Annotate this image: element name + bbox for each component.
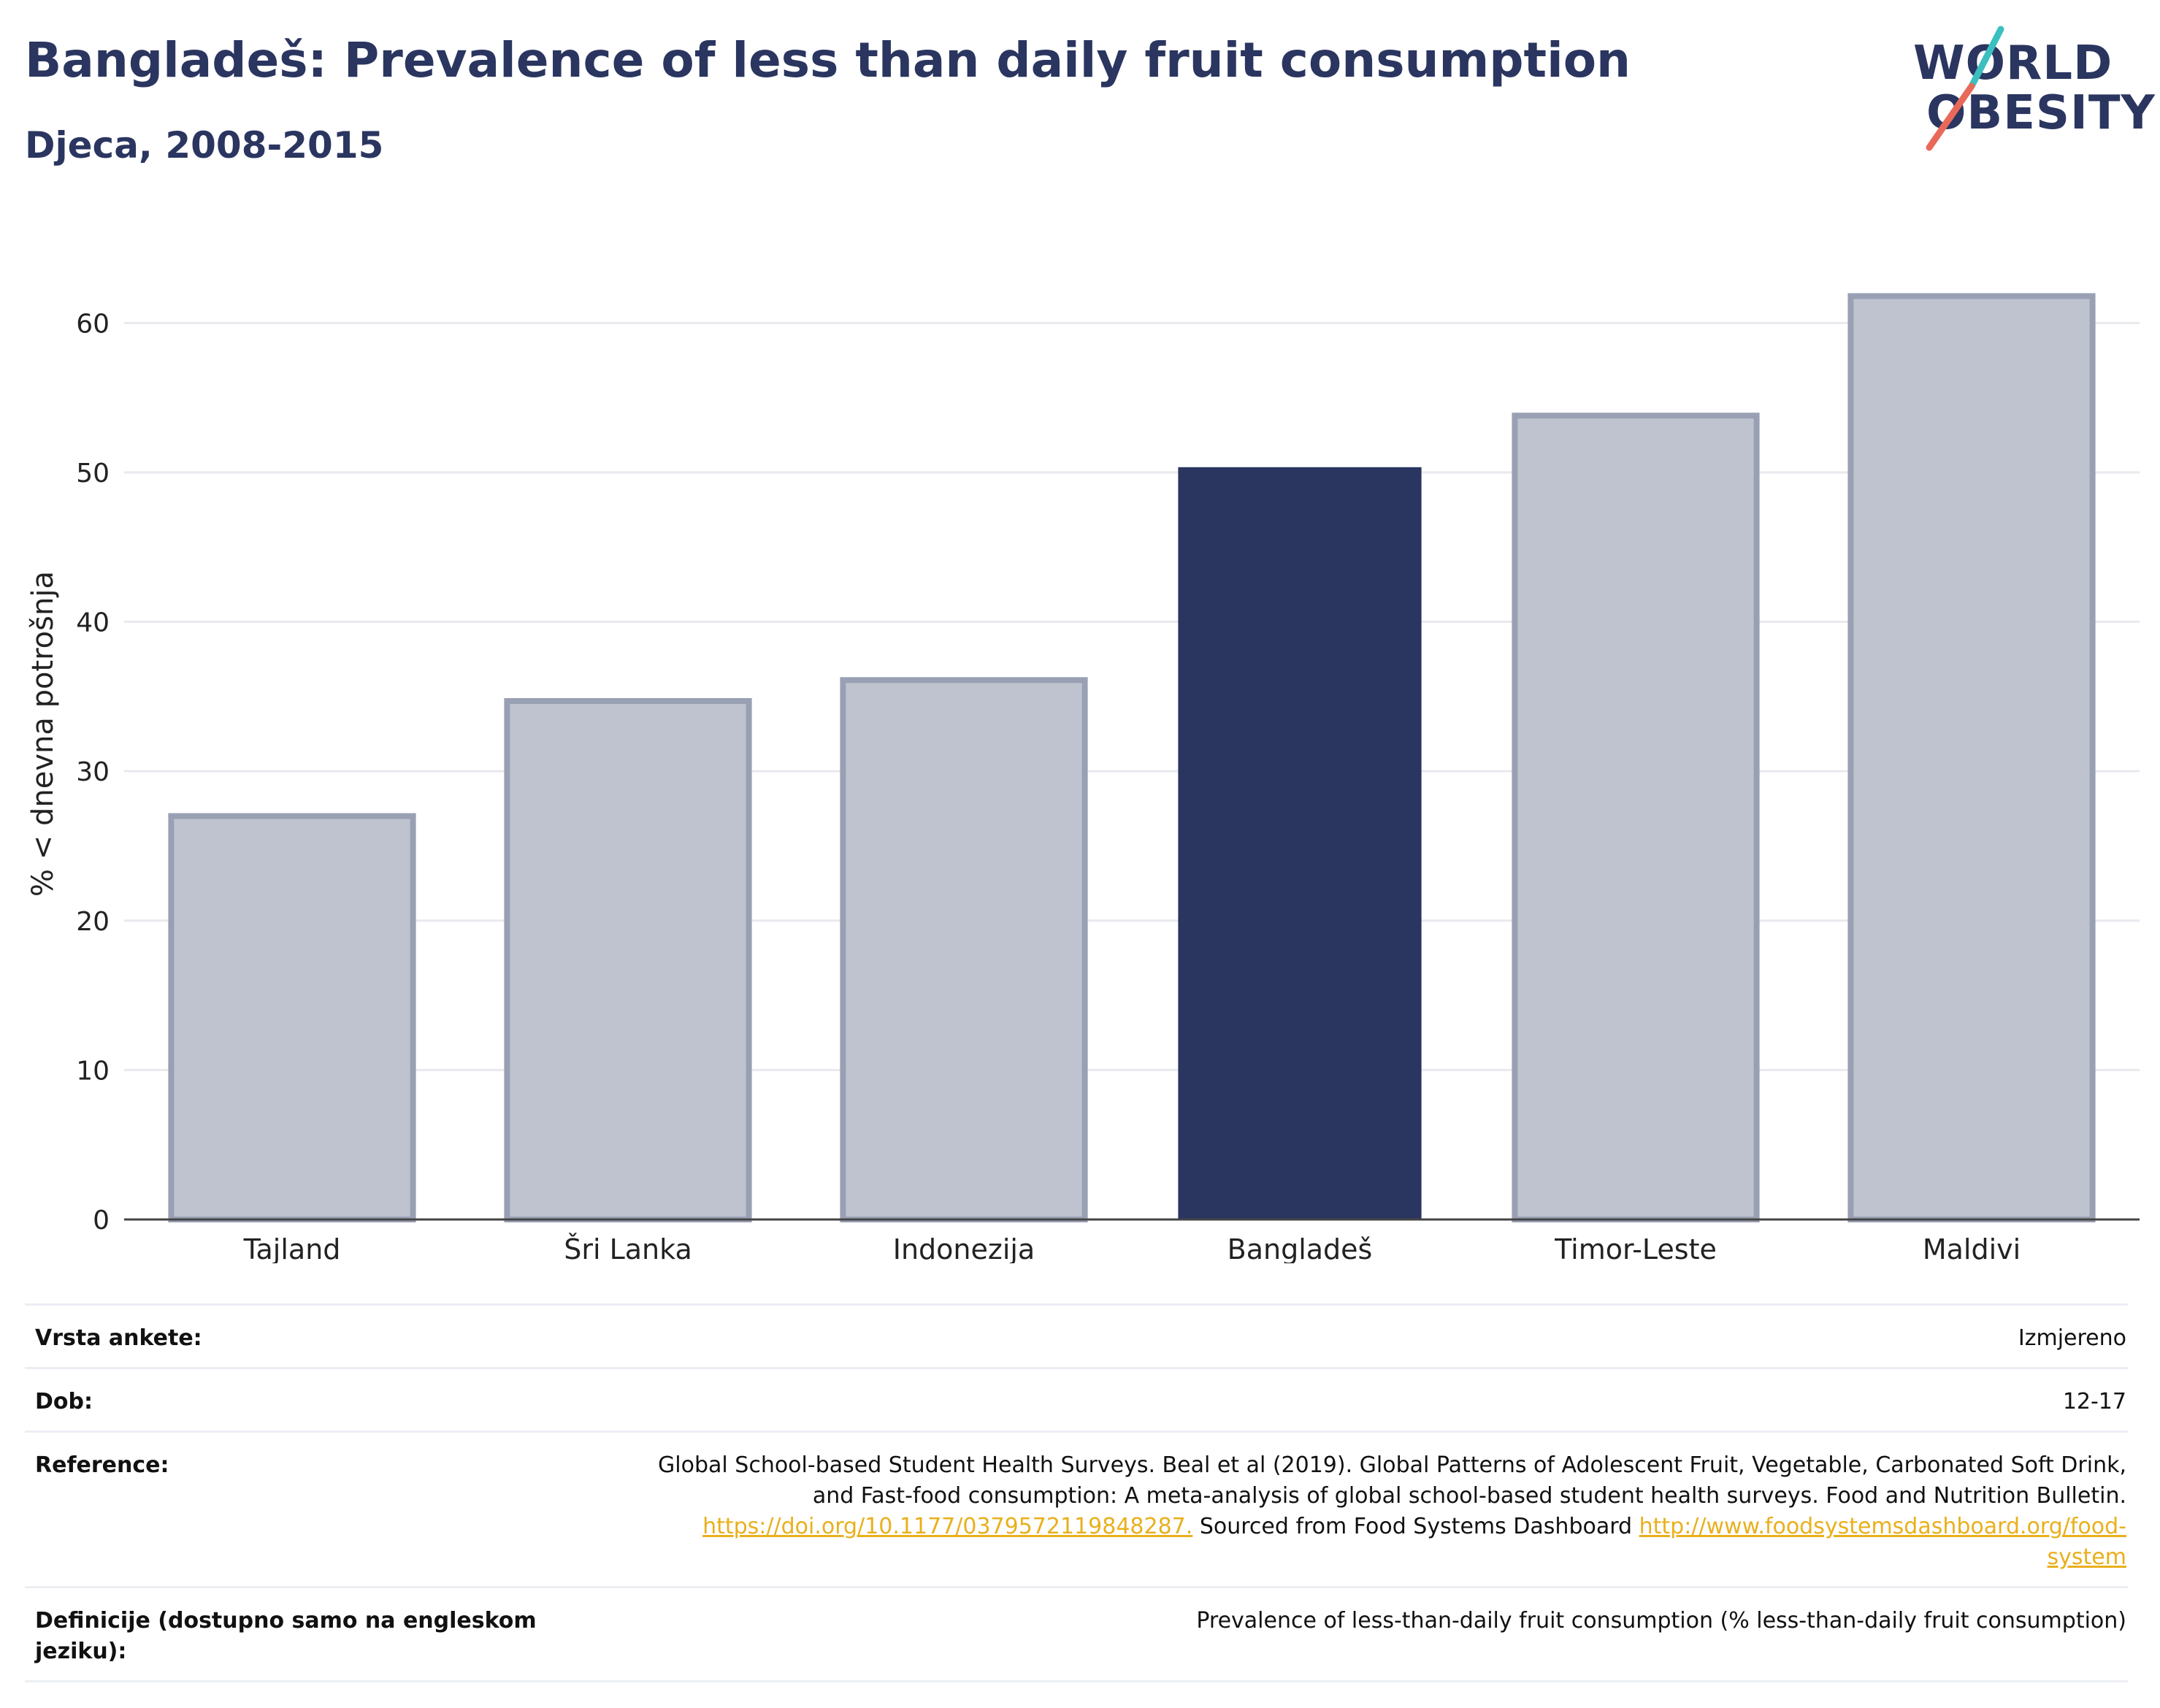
info-row-reference: Reference: Global School-based Student H…	[25, 1431, 2128, 1586]
age-value: 12-17	[2062, 1389, 2126, 1414]
reference-text-3: Sourced from Food Systems Dashboard	[1192, 1514, 1639, 1539]
doi-link[interactable]: https://doi.org/10.1177/0379572119848287…	[702, 1514, 1193, 1539]
reference-text-1: Global School-based Student Health Surve…	[658, 1452, 2126, 1478]
x-tick-label: Šri Lanka	[564, 1233, 692, 1263]
logo-line-1: WORLD	[1913, 37, 2113, 91]
bar-Šri Lanka	[504, 697, 752, 1222]
world-obesity-logo: WORLD OBESITY	[1899, 22, 2155, 153]
info-table: Vrsta ankete: Izmjereno Dob: 12-17 Refer…	[25, 1303, 2128, 1682]
y-tick-label: 30	[76, 757, 110, 787]
bar-chart: 0 10 20 30 40 50 60 Tajland Šri Lanka Indonezija…	[26, 293, 2140, 1263]
info-row-age: Dob: 12-17	[25, 1367, 2128, 1431]
age-label: Dob:	[35, 1389, 93, 1414]
survey-type-label: Vrsta ankete:	[35, 1325, 202, 1351]
bars	[168, 293, 2096, 1223]
bar-Maldivi	[1847, 293, 2096, 1222]
logo-slash-icon	[1926, 26, 2004, 151]
definition-label: Definicije (dostupno samo na engleskom j…	[35, 1608, 537, 1664]
x-tick-label: Timor-Leste	[1554, 1233, 1717, 1263]
reference-value: Global School-based Student Health Surve…	[658, 1450, 2128, 1573]
x-tick-label: Indonezija	[893, 1233, 1035, 1263]
y-tick-label: 50	[76, 459, 110, 489]
bar-Timor-Leste	[1512, 413, 1760, 1223]
y-tick-label: 10	[76, 1056, 110, 1086]
chart-title: Bangladeš: Prevalence of less than daily…	[25, 32, 1631, 88]
dashboard-link[interactable]: http://www.foodsystemsdashboard.org/food…	[1639, 1514, 2126, 1539]
y-tick-label: 60	[76, 309, 110, 339]
y-axis-ticks: 0 10 20 30 40 50 60	[76, 309, 110, 1236]
x-tick-label: Tajland	[243, 1233, 341, 1263]
y-axis-label: % < dnevna potrošnja	[26, 571, 60, 897]
x-tick-label: Maldivi	[1923, 1233, 2021, 1263]
reference-text-2: and Fast-food consumption: A meta-analys…	[812, 1483, 2126, 1509]
info-row-definition: Definicije (dostupno samo na engleskom j…	[25, 1586, 2128, 1682]
y-tick-label: 20	[76, 907, 110, 937]
reference-label: Reference:	[35, 1452, 169, 1478]
y-tick-label: 40	[76, 608, 110, 638]
y-tick-label: 0	[93, 1206, 110, 1236]
gridlines	[124, 321, 2140, 1071]
info-row-survey-type: Vrsta ankete: Izmjereno	[25, 1303, 2128, 1367]
definition-value: Prevalence of less-than-daily fruit cons…	[1196, 1608, 2126, 1634]
x-tick-label: Bangladeš	[1228, 1233, 1373, 1263]
x-axis-ticks: Tajland Šri Lanka Indonezija Bangladeš Timor…	[243, 1233, 2021, 1263]
survey-type-value: Izmjereno	[2018, 1325, 2126, 1351]
bar-Indonezija	[840, 677, 1088, 1222]
chart-subtitle: Djeca, 2008-2015	[25, 124, 384, 166]
dashboard-link-cont[interactable]: system	[2047, 1544, 2126, 1570]
bar-Tajland	[168, 813, 416, 1222]
bar-Bangladeš	[1178, 467, 1422, 1220]
